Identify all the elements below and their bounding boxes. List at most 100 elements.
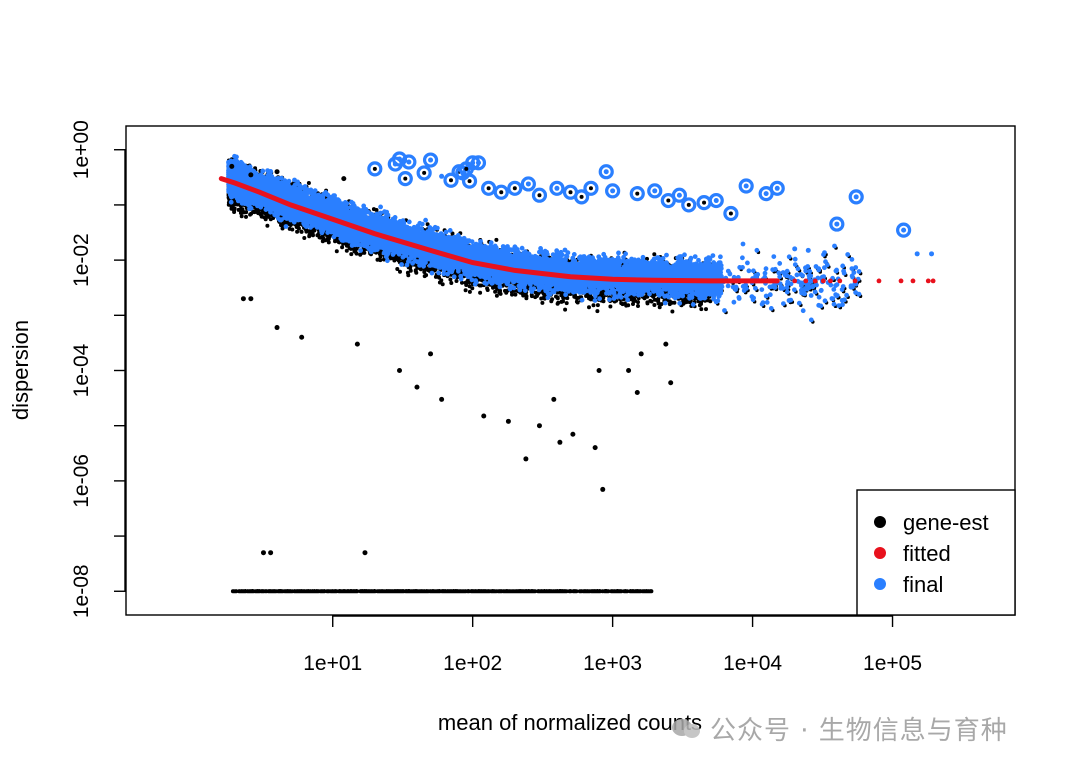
watermark-text: 公众号 · 生物信息与育种 [710,715,1008,746]
fitted-point [852,278,858,284]
gene-est-point [260,550,266,556]
x-tick-label: 1e+04 [723,652,782,675]
outlier-circle [387,156,403,172]
final-point [774,185,780,191]
outlier-gene-est-point [403,176,408,181]
y-tick-label: 1e-04 [70,343,93,397]
outlier-circle [583,180,599,196]
final-point [805,247,811,253]
final-point [475,160,481,166]
gene-est-point [274,169,280,175]
gene-est-point [396,368,402,373]
gene-est-point [439,396,445,402]
x-tick-label: 1e+05 [863,652,922,675]
outlier-circle [896,222,912,238]
outlier-gene-est-point [464,166,469,171]
final-point [428,157,434,163]
y-tick-label: 1e+00 [70,120,93,179]
x-axis: 1e+01 1e+02 1e+03 1e+04 1e+05 [303,615,922,675]
outlier-circle [401,154,417,170]
final-point [834,221,840,227]
gene-est-point [240,296,246,302]
outlier-circle [681,197,697,213]
fitted-point [820,278,826,284]
outlier-circle [507,180,523,196]
legend-swatch-gene-est [874,516,886,528]
final-point [470,160,476,166]
outlier-circle [461,173,478,189]
fitted-point [828,278,833,284]
final-point [652,188,658,194]
fitted-trend-line [218,176,780,284]
gene-est-point [341,176,347,182]
gene-est-point [481,413,487,419]
final-point [460,170,466,176]
y-axis: 1e+00 1e-02 1e-04 1e-06 1e-08 [70,120,126,618]
x-axis-label: mean of normalized counts [438,710,702,735]
outlier-circle [549,180,565,196]
fitted-point [876,278,882,284]
outlier-gene-est-point [686,202,691,207]
gene-est-point [505,418,511,424]
final-point [743,183,749,189]
y-tick-label: 1e-02 [70,233,93,287]
gene-est-point [557,439,563,445]
outlier-gene-est-point [702,200,707,205]
outlier-circle [848,189,864,205]
outlier-gene-est-point [467,179,472,184]
outlier-gene-est-point [579,194,584,199]
final-point [554,185,560,191]
final-point [525,181,531,187]
gene-est-point [414,384,420,390]
x-tick-label: 1e+03 [583,652,642,675]
point-cloud [218,153,863,594]
gene-est-point [668,380,674,386]
x-tick-label: 1e+02 [443,652,502,675]
wechat-icon [672,717,702,739]
outlier-gene-est-point [486,186,491,191]
final-point [914,251,920,257]
gene-est-point [299,334,305,340]
outlier-circle [481,180,497,196]
outlier-circle [416,165,432,181]
y-tick-label: 1e-06 [70,454,93,508]
final-point [763,191,769,197]
final-point [713,198,719,204]
outlier-circle [531,187,548,203]
legend-label-final: final [903,572,943,597]
fitted-point [930,278,936,284]
outlier-circle [397,170,413,187]
legend: gene-est fitted final [856,489,1016,616]
final-point [901,227,907,233]
final-point [929,251,935,257]
outlier-gene-est-point [499,190,504,195]
watermark: 公众号 · 生物信息与育种 [672,708,1008,748]
fitted-point [898,278,904,284]
gene-est-point [354,341,360,347]
gene-est-point [274,325,280,331]
gene-est-point [536,423,542,429]
fitted-point [812,278,818,284]
data-points [229,151,936,556]
fitted-point [925,278,931,284]
outlier-gene-est-point [568,190,573,195]
final-point [439,173,445,179]
gene-est-point [268,550,274,556]
legend-swatch-final [874,578,886,590]
outlier-circle [647,183,663,199]
fitted-point [774,278,780,284]
gene-est-point [248,296,254,302]
fitted-point [837,278,843,284]
fitted-point [910,278,916,284]
final-point [610,188,616,194]
outlier-circle [598,164,614,180]
outlier-circle [829,216,845,232]
gene-est-point [248,172,254,178]
outlier-circle [708,192,724,209]
gene-est-point [638,351,644,357]
gene-est-point [663,341,669,347]
legend-label-gene-est: gene-est [903,510,989,535]
final-point [792,246,798,252]
gene-est-point [596,368,602,373]
outlier-gene-est-point [635,191,640,196]
